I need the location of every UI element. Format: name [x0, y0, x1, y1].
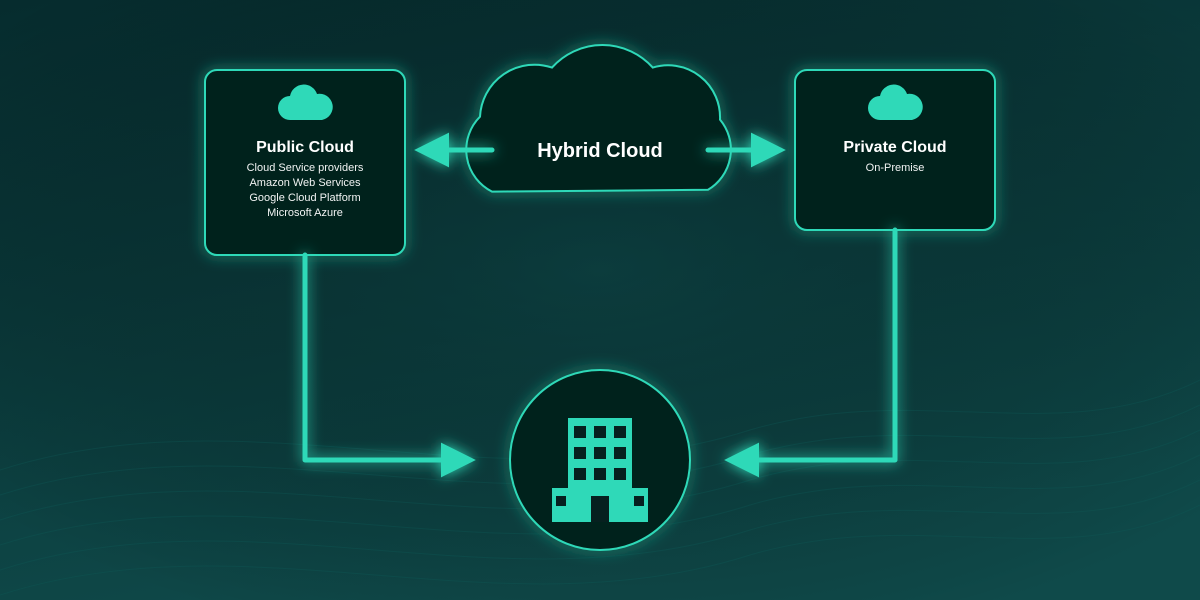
- public-cloud-lines: Cloud Service providers Amazon Web Servi…: [205, 161, 405, 220]
- public-cloud-card: Public Cloud Cloud Service providers Ama…: [205, 70, 405, 255]
- public-cloud-line: Cloud Service providers: [205, 161, 405, 176]
- private-cloud-card: Private Cloud On-Premise: [795, 70, 995, 230]
- public-cloud-title: Public Cloud: [205, 139, 405, 157]
- private-cloud-line: On-Premise: [795, 161, 995, 176]
- cloud-icon: [864, 84, 926, 124]
- private-cloud-lines: On-Premise: [795, 161, 995, 176]
- public-cloud-line: Google Cloud Platform: [205, 191, 405, 206]
- background: [0, 0, 1200, 600]
- public-cloud-line: Amazon Web Services: [205, 176, 405, 191]
- hybrid-cloud-label: Hybrid Cloud: [500, 140, 700, 163]
- private-cloud-title: Private Cloud: [795, 139, 995, 157]
- public-cloud-line: Microsoft Azure: [205, 206, 405, 221]
- cloud-icon: [274, 84, 336, 124]
- diagram-stage: Public Cloud Cloud Service providers Ama…: [0, 0, 1200, 600]
